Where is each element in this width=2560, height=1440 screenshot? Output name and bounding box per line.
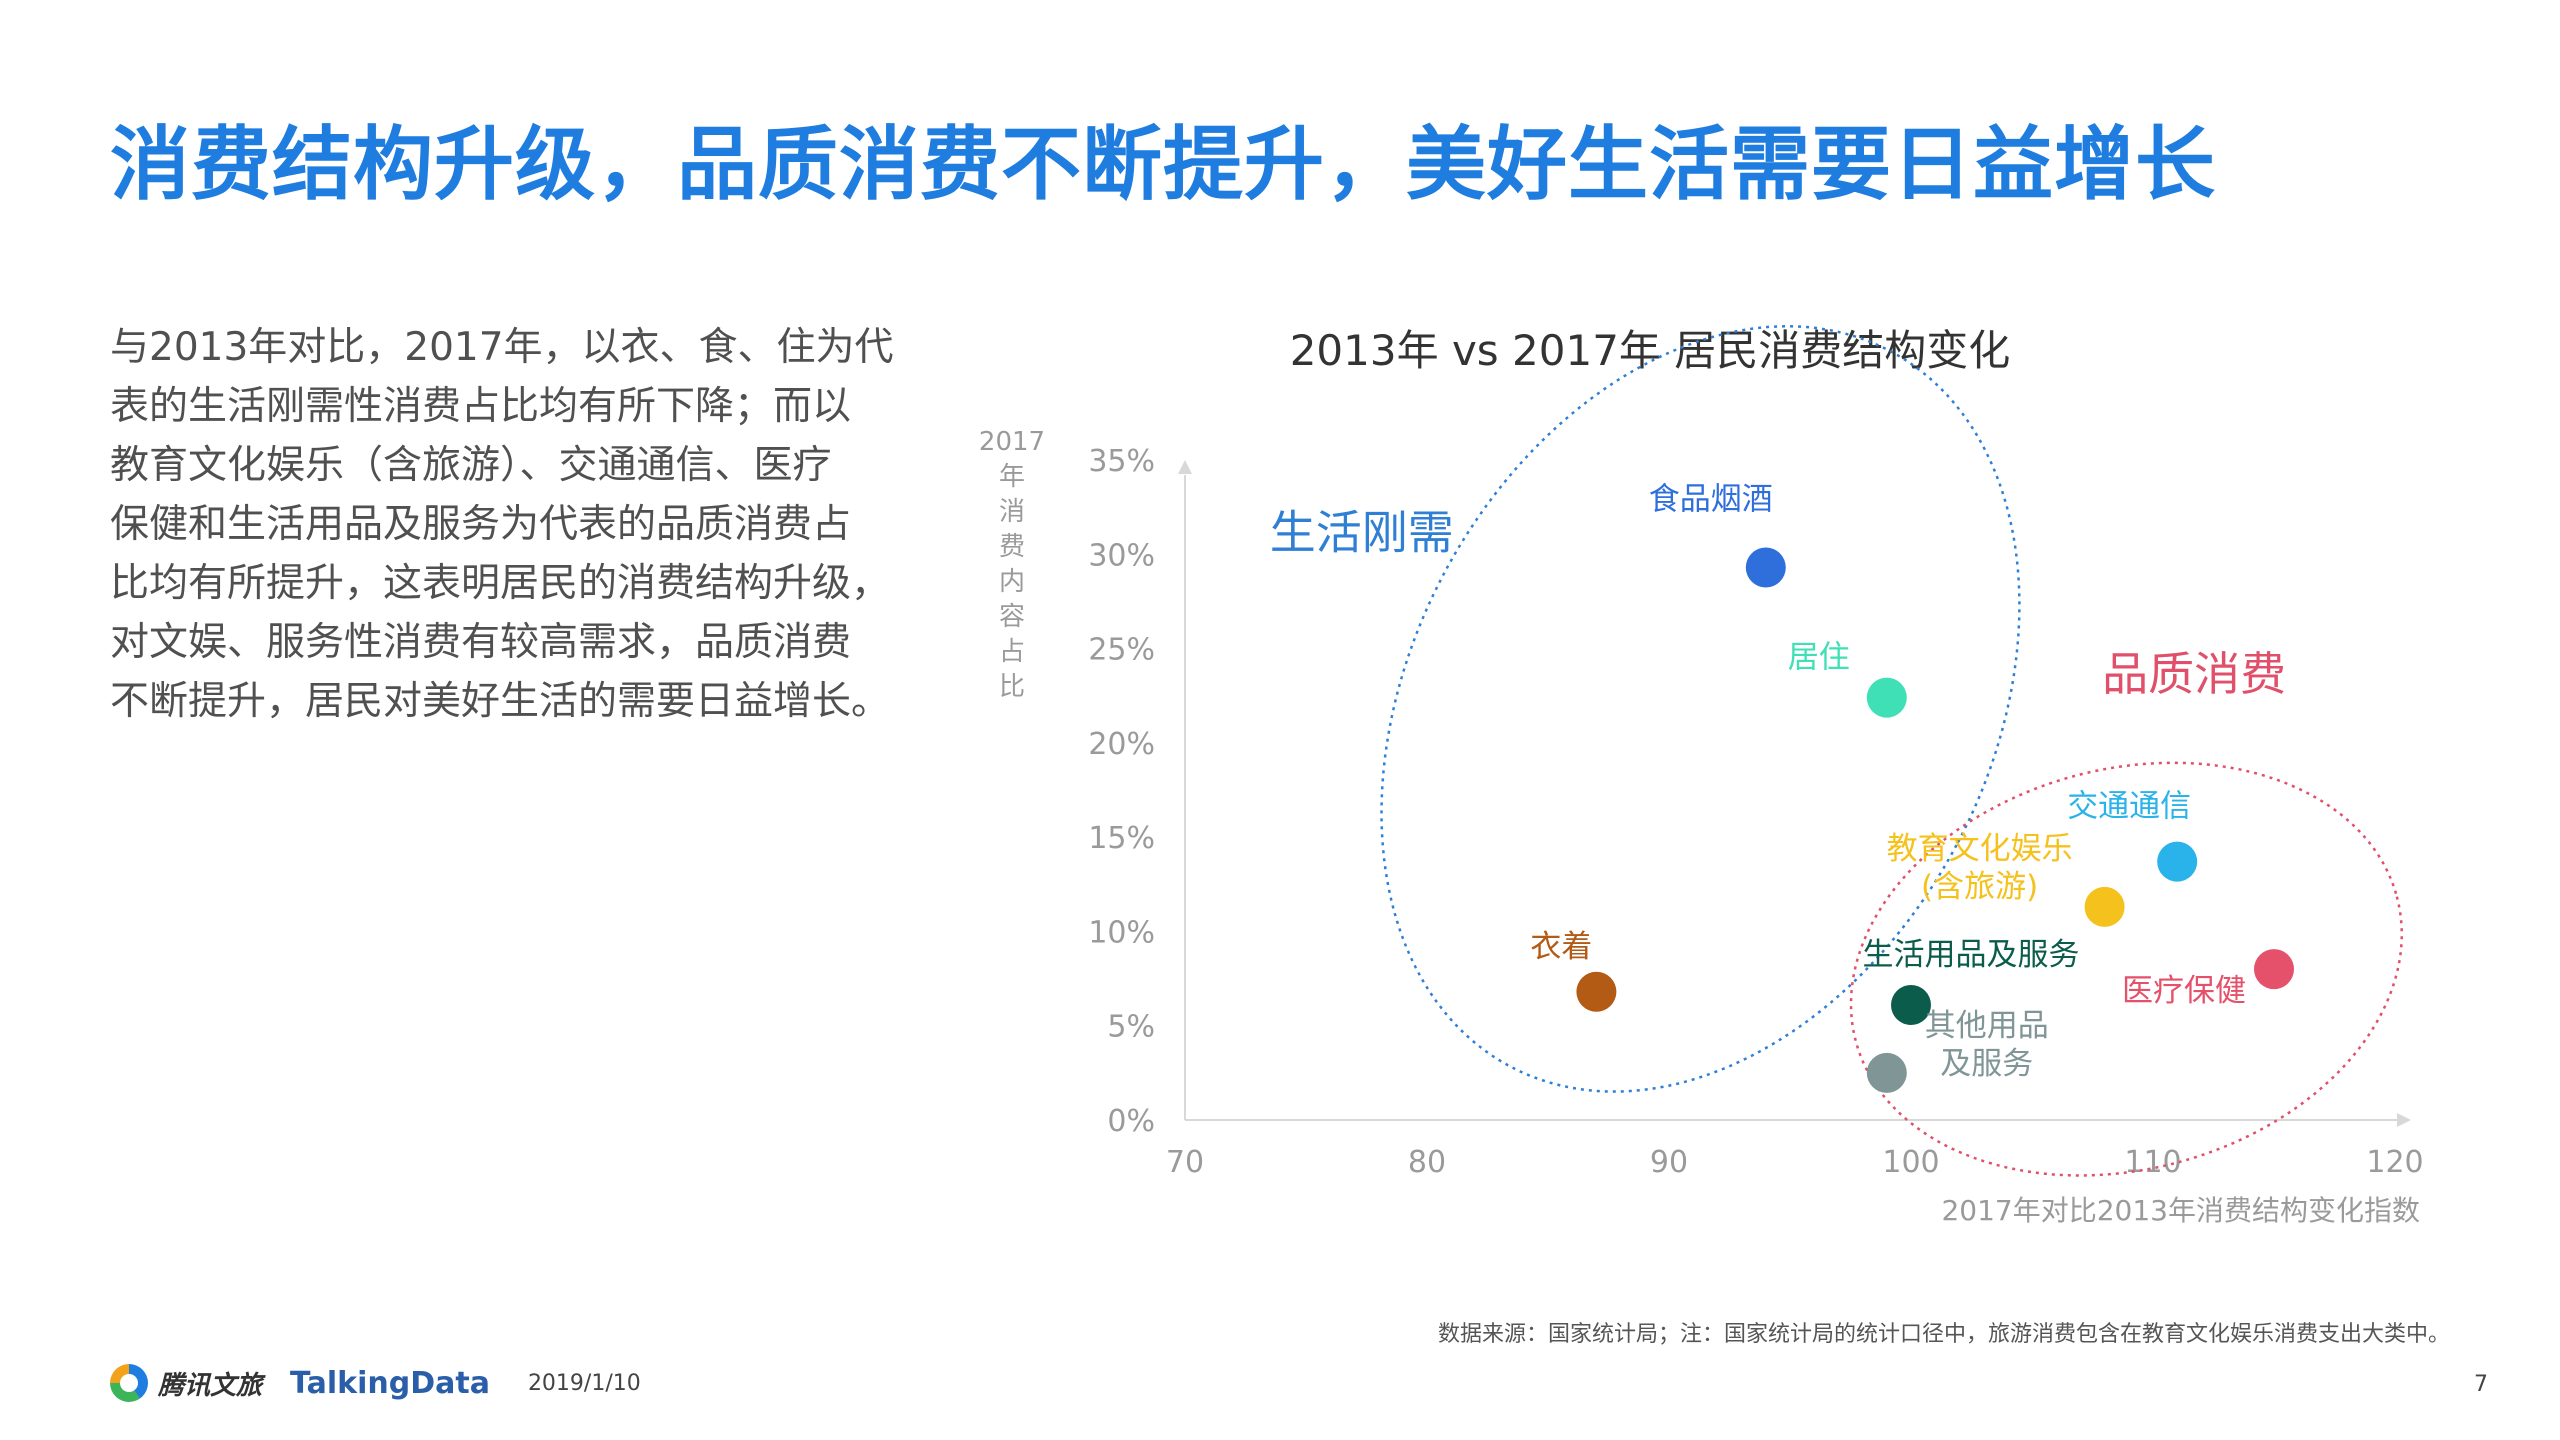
x-tick-label: 80 (1408, 1145, 1446, 1180)
footer: 腾讯文旅 TalkingData 2019/1/10 (110, 1358, 641, 1408)
footer-date: 2019/1/10 (527, 1370, 641, 1396)
x-tick-label: 70 (1166, 1145, 1204, 1180)
y-axis-arrow (1178, 460, 1192, 474)
y-axis-label: 2017 年消费内容占比 (979, 427, 1045, 702)
group-ellipse-basic (1380, 325, 2021, 1093)
summary-line: 对文娱、服务性消费有较高需求，品质消费 (110, 620, 852, 665)
data-label: 教育文化娱乐(含旅游) (1887, 831, 2073, 905)
x-axis-arrow (2397, 1113, 2411, 1127)
tencent-logo: 腾讯文旅 (110, 1364, 262, 1402)
data-label: 衣着 (1530, 929, 1592, 965)
group-label-quality: 品质消费 (2102, 647, 2286, 701)
scatter-chart: 2013年 vs 2017年 居民消费结构变化 70 80 90 100 110 120 0%… (979, 320, 2470, 1240)
summary-line: 保健和生活用品及服务为代表的品质消费占 (110, 502, 852, 547)
data-label: 食品烟酒 (1649, 481, 1773, 517)
group-label-basic: 生活刚需 (1270, 506, 1454, 560)
data-point (1866, 1052, 1907, 1093)
data-label: 医疗保健 (2122, 973, 2246, 1009)
chart-svg: 2013年 vs 2017年 居民消费结构变化 70 80 90 100 110 120 0%… (979, 325, 2424, 1227)
y-tick-label: 0% (1107, 1104, 1155, 1139)
data-point (2084, 886, 2125, 927)
summary-line: 表的生活刚需性消费占比均有所下降；而以 (110, 384, 852, 429)
data-point (2157, 841, 2198, 882)
data-point (1745, 547, 1786, 588)
summary-line: 比均有所提升，这表明居民的消费结构升级， (110, 561, 891, 606)
data-point (1891, 984, 1931, 1025)
y-tick-label: 15% (1088, 821, 1155, 856)
data-point (1866, 677, 1907, 718)
x-tick-label: 90 (1650, 1145, 1688, 1180)
summary-line: 与2013年对比，2017年，以衣、食、住为代 (110, 325, 894, 370)
data-point (1576, 971, 1617, 1012)
y-tick-label: 30% (1088, 538, 1155, 573)
y-tick-label: 35% (1088, 444, 1155, 479)
x-tick-label: 110 (2124, 1145, 2181, 1180)
data-label: 生活用品及服务 (1863, 937, 2080, 973)
y-tick-label: 5% (1107, 1010, 1155, 1045)
data-point (2254, 949, 2294, 990)
page-title: 消费结构升级，品质消费不断提升，美好生活需要日益增长 (110, 118, 2216, 211)
x-axis-label: 2017年对比2013年消费结构变化指数 (1941, 1194, 2420, 1227)
y-tick-label: 20% (1088, 727, 1155, 762)
x-tick-label: 120 (2366, 1145, 2423, 1180)
summary-line: 教育文化娱乐（含旅游）、交通通信、医疗 (110, 443, 832, 488)
summary-line: 不断提升，居民对美好生活的需要日益增长。 (110, 679, 891, 724)
data-label: 其他用品及服务 (1925, 1008, 2049, 1082)
y-tick-label: 25% (1088, 633, 1155, 668)
brand-tencent: 腾讯文旅 (158, 1370, 263, 1401)
brand-talkingdata: TalkingData (290, 1365, 490, 1401)
x-tick-label: 100 (1882, 1145, 1939, 1180)
data-label: 交通通信 (2067, 789, 2191, 825)
footnote: 数据来源：国家统计局；注：国家统计局的统计口径中，旅游消费包含在教育文化娱乐消费… (1437, 1322, 2450, 1347)
summary-text: 与2013年对比，2017年，以衣、食、住为代 表的生活刚需性消费占比均有所下降… (110, 318, 910, 731)
tencent-logo-icon (110, 1364, 148, 1402)
y-tick-label: 10% (1088, 915, 1155, 950)
page-number: 7 (2474, 1372, 2488, 1397)
data-label: 居住 (1788, 640, 1850, 676)
chart-title: 2013年 vs 2017年 居民消费结构变化 (1290, 326, 2011, 375)
